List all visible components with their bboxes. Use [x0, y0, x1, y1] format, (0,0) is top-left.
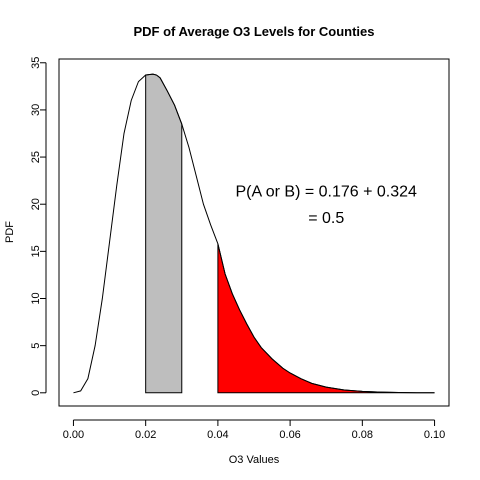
x-tick-label: 0.08 — [352, 429, 373, 441]
x-tick-label: 0.02 — [135, 429, 156, 441]
x-tick-label: 0.00 — [63, 429, 84, 441]
x-axis: 0.00 0.02 0.04 0.06 0.08 0.10 — [63, 419, 445, 441]
x-tick-label: 0.04 — [207, 429, 228, 441]
annotation-layer: P(A or B) = 0.176 + 0.324 = 0.5 — [235, 184, 417, 227]
y-tick-label: 20 — [30, 198, 42, 210]
x-axis-title: O3 Values — [229, 454, 280, 466]
x-tick-label: 0.10 — [424, 429, 445, 441]
y-axis-title: PDF — [4, 221, 16, 243]
y-tick-label: 15 — [30, 245, 42, 257]
shaded-region-1 — [145, 73, 183, 394]
plot-frame — [58, 58, 450, 407]
y-tick-label: 30 — [30, 104, 42, 116]
pdf-curve — [73, 73, 435, 394]
x-tick-label: 0.06 — [279, 429, 300, 441]
annotation-line-2: = 0.5 — [308, 210, 344, 227]
y-axis: 0 5 10 15 20 25 30 35 — [30, 57, 47, 396]
y-tick-label: 5 — [30, 343, 42, 349]
y-tick-label: 25 — [30, 151, 42, 163]
chart-title: PDF of Average O3 Levels for Counties — [133, 24, 374, 39]
y-tick-label: 35 — [30, 57, 42, 69]
annotation-line-1: P(A or B) = 0.176 + 0.324 — [235, 184, 417, 201]
y-tick-label: 0 — [30, 390, 42, 396]
y-tick-label: 10 — [30, 292, 42, 304]
